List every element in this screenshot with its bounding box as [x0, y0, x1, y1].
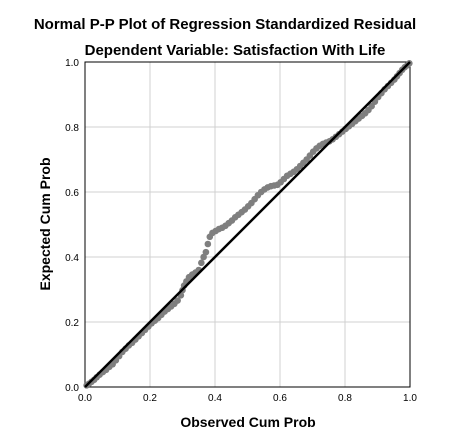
plot-frame: [84, 61, 411, 388]
data-point: [368, 102, 375, 110]
data-point: [204, 240, 212, 248]
x-tick-label: 0.2: [143, 393, 157, 404]
chart-subtitle: Dependent Variable: Satisfaction With Li…: [85, 42, 386, 59]
reference-line: [84, 61, 411, 388]
x-tick-label: 0.6: [273, 393, 287, 404]
data-point: [174, 297, 181, 304]
ticks-layer: 0.0 0.2 0.4 0.6 0.8 1.0 0.0 0.2 0.4 0.6 0.8 1.0: [65, 58, 417, 404]
y-tick-label: 1.0: [65, 58, 79, 69]
x-tick-label: 0.0: [78, 393, 92, 404]
x-tick-label: 1.0: [403, 393, 417, 404]
y-axis-label: Expected Cum Prob: [37, 157, 53, 290]
y-tick-label: 0.4: [65, 253, 79, 264]
chart-title: Normal P-P Plot of Regression Standardiz…: [34, 16, 416, 33]
data-point: [202, 248, 210, 256]
y-tick-label: 0.2: [65, 318, 79, 329]
x-tick-label: 0.4: [208, 393, 222, 404]
data-point: [198, 259, 205, 267]
x-axis-label: Observed Cum Prob: [180, 414, 315, 430]
x-tick-label: 0.8: [338, 393, 352, 404]
y-tick-label: 0.6: [65, 188, 79, 199]
y-tick-label: 0.0: [65, 383, 79, 394]
y-tick-label: 0.8: [65, 123, 79, 134]
